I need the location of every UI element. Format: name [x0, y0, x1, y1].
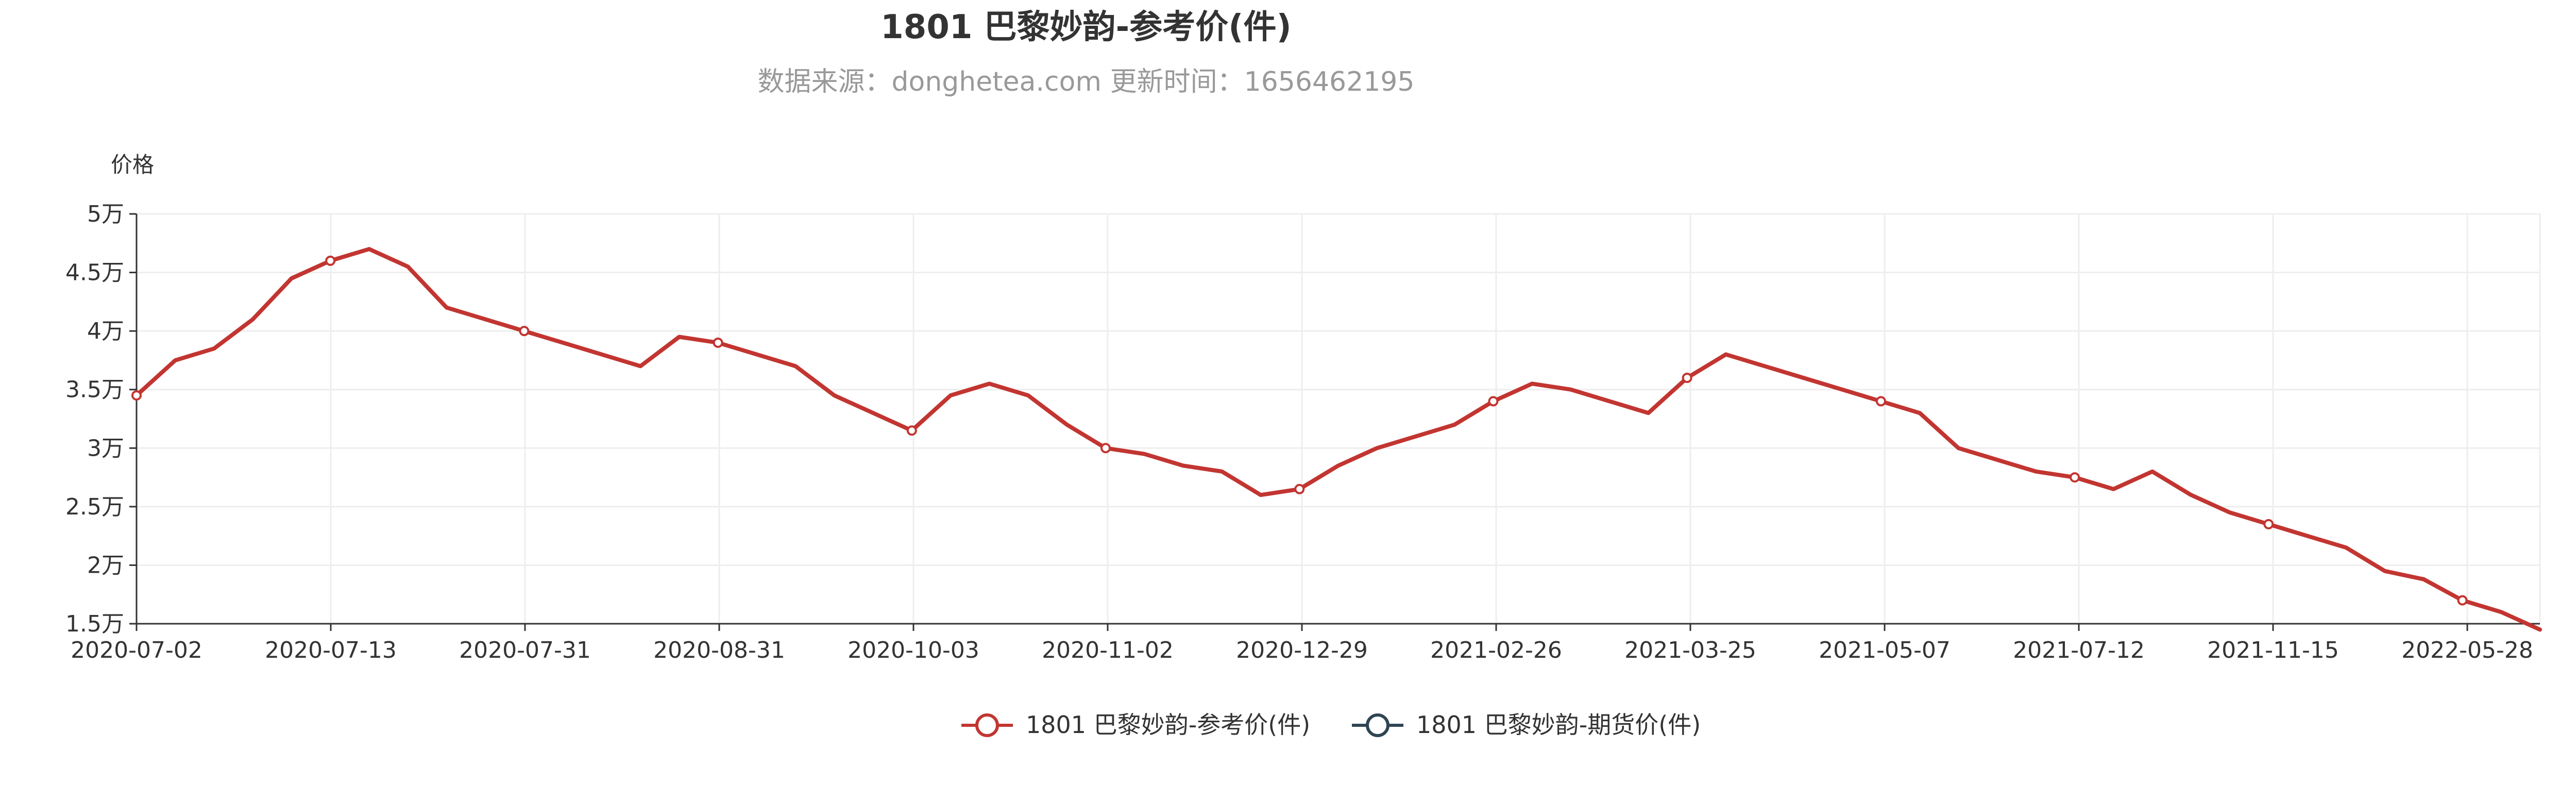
- legend[interactable]: 1801 巴黎妙韵-参考价(件) 1801 巴黎妙韵-期货价(件): [961, 711, 1701, 739]
- data-point: [2263, 519, 2274, 529]
- data-point: [713, 337, 723, 348]
- legend-item-reference-price[interactable]: 1801 巴黎妙韵-参考价(件): [961, 711, 1310, 739]
- data-point: [1875, 396, 1886, 407]
- x-tick-label: 2020-07-13: [265, 637, 397, 663]
- x-tick-label: 2020-11-02: [1042, 637, 1174, 663]
- data-point: [325, 255, 336, 266]
- y-tick-label: 2万: [87, 552, 124, 578]
- data-point: [131, 390, 142, 401]
- data-point: [1682, 373, 1692, 383]
- data-point: [2457, 595, 2468, 606]
- data-point: [1294, 484, 1305, 494]
- legend-label: 1801 巴黎妙韵-参考价(件): [1026, 711, 1310, 739]
- y-tick-label: 3.5万: [65, 377, 124, 403]
- y-tick-label: 3万: [87, 435, 124, 461]
- x-tick-label: 2021-05-07: [1819, 637, 1951, 663]
- legend-item-futures-price[interactable]: 1801 巴黎妙韵-期货价(件): [1352, 711, 1701, 739]
- x-tick-label: 2020-10-03: [848, 637, 979, 663]
- y-tick-label: 4万: [87, 318, 124, 344]
- series-layer: [131, 247, 2542, 632]
- x-tick-label: 2020-12-29: [1236, 637, 1368, 663]
- grid-lines: [137, 213, 2541, 624]
- x-tick-label: 2021-07-12: [2013, 637, 2145, 663]
- x-tick-label: 2021-03-25: [1624, 637, 1756, 663]
- y-tick-label: 1.5万: [65, 611, 124, 637]
- y-axis-label: 价格: [111, 152, 154, 177]
- reference-price-line: [134, 247, 2542, 632]
- legend-label: 1801 巴黎妙韵-期货价(件): [1416, 711, 1701, 739]
- data-point: [1100, 443, 1111, 454]
- legend-circle-icon: [975, 713, 999, 737]
- data-point: [519, 326, 530, 337]
- data-point: [2070, 472, 2080, 483]
- x-axis-ticks: 2020-07-02 2020-07-13 2020-07-31 2020-08-31…: [71, 624, 2533, 663]
- y-tick-label: 4.5万: [65, 260, 124, 286]
- y-tick-label: 5万: [87, 201, 124, 227]
- legend-circle-icon: [1366, 713, 1389, 737]
- chart-title: 1801 巴黎妙韵-参考价(件): [880, 8, 1291, 46]
- y-tick-label: 2.5万: [65, 494, 124, 520]
- x-tick-label: 2021-02-26: [1430, 637, 1562, 663]
- data-point: [1488, 396, 1499, 407]
- data-point: [906, 425, 917, 436]
- x-tick-label: 2020-07-02: [71, 637, 202, 663]
- x-tick-label: 2021-11-15: [2207, 637, 2339, 663]
- axes: [135, 214, 2540, 625]
- x-tick-label: 2020-07-31: [459, 637, 591, 663]
- chart-subtitle: 数据来源：donghetea.com 更新时间：1656462195: [758, 66, 1415, 97]
- x-tick-label: 2020-08-31: [653, 637, 785, 663]
- x-tick-label: 2022-05-28: [2401, 637, 2533, 663]
- y-axis-ticks: 1.5万 2万 2.5万 3万 3.5万 4万 4.5万 5万: [65, 201, 137, 637]
